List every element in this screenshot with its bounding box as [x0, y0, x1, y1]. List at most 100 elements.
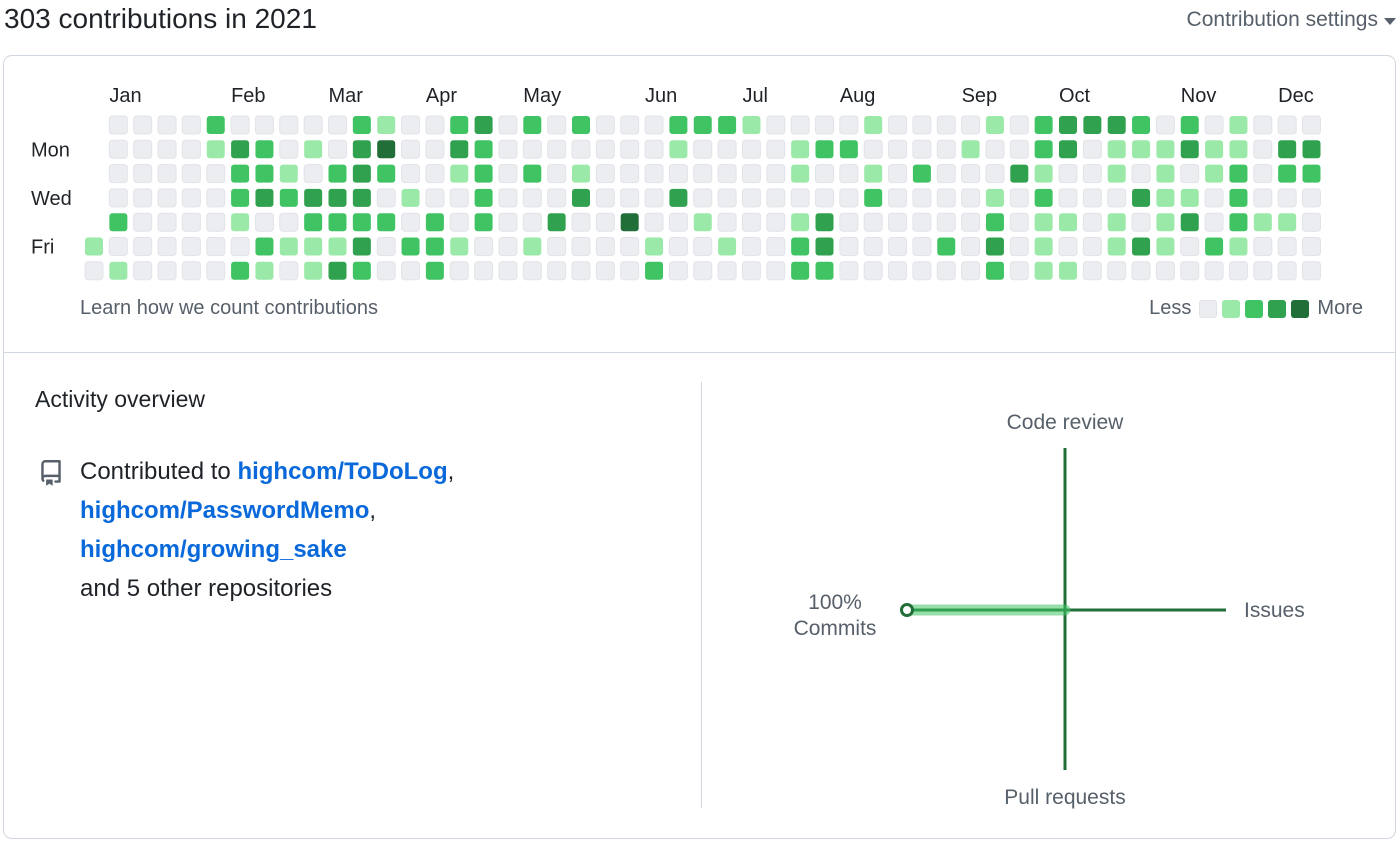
contribution-day-cell[interactable] [620, 188, 640, 208]
contribution-day-cell[interactable] [1253, 213, 1272, 232]
contribution-day-cell[interactable] [863, 212, 883, 232]
contribution-day-cell[interactable] [1132, 140, 1151, 159]
contribution-day-cell[interactable] [352, 213, 371, 232]
contribution-day-cell[interactable] [1302, 212, 1321, 232]
contribution-day-cell[interactable] [741, 188, 761, 208]
contribution-day-cell[interactable] [1277, 237, 1297, 256]
contribution-day-cell[interactable] [888, 115, 908, 135]
contribution-day-cell[interactable] [498, 212, 518, 232]
contribution-day-cell[interactable] [133, 261, 153, 281]
contribution-day-cell[interactable] [961, 261, 981, 281]
contribution-day-cell[interactable] [352, 164, 371, 183]
contribution-day-cell[interactable] [1278, 164, 1297, 183]
repo-link-todolog[interactable]: highcom/ToDoLog [237, 458, 448, 485]
contribution-day-cell[interactable] [547, 213, 566, 232]
contribution-day-cell[interactable] [693, 237, 713, 256]
contribution-day-cell[interactable] [1278, 140, 1297, 159]
contribution-day-cell[interactable] [936, 261, 956, 281]
contribution-day-cell[interactable] [595, 139, 615, 159]
contribution-day-cell[interactable] [1009, 188, 1029, 208]
contribution-day-cell[interactable] [376, 188, 396, 208]
contribution-day-cell[interactable] [864, 164, 883, 183]
contribution-day-cell[interactable] [157, 261, 177, 281]
contribution-day-cell[interactable] [985, 164, 1005, 184]
contribution-day-cell[interactable] [255, 261, 274, 280]
contribution-day-cell[interactable] [450, 116, 469, 134]
contribution-day-cell[interactable] [718, 237, 737, 256]
contribution-day-cell[interactable] [839, 212, 859, 232]
contribution-day-cell[interactable] [888, 237, 908, 256]
contribution-day-cell[interactable] [376, 261, 396, 281]
contribution-day-cell[interactable] [985, 116, 1004, 134]
contribution-day-cell[interactable] [1253, 139, 1273, 159]
contribution-day-cell[interactable] [376, 237, 396, 256]
contribution-day-cell[interactable] [328, 188, 347, 207]
contribution-day-cell[interactable] [839, 140, 858, 159]
contribution-day-cell[interactable] [1034, 237, 1053, 256]
contribution-day-cell[interactable] [717, 261, 737, 281]
contribution-day-cell[interactable] [109, 213, 128, 232]
contribution-day-cell[interactable] [547, 261, 567, 281]
contribution-day-cell[interactable] [839, 164, 859, 184]
contribution-day-cell[interactable] [352, 116, 371, 134]
contribution-day-cell[interactable] [279, 237, 298, 256]
contribution-day-cell[interactable] [693, 188, 713, 208]
contribution-day-cell[interactable] [231, 188, 250, 207]
contribution-day-cell[interactable] [839, 261, 859, 281]
contribution-day-cell[interactable] [815, 213, 834, 232]
contribution-day-cell[interactable] [1156, 237, 1175, 256]
contribution-day-cell[interactable] [498, 139, 518, 159]
contribution-day-cell[interactable] [1277, 261, 1297, 281]
contribution-day-cell[interactable] [571, 261, 591, 281]
contribution-day-cell[interactable] [157, 188, 177, 208]
contribution-day-cell[interactable] [693, 164, 713, 184]
repo-link-passwordmemo[interactable]: highcom/PasswordMemo [80, 497, 370, 524]
contribution-day-cell[interactable] [863, 237, 883, 256]
contribution-day-cell[interactable] [1180, 261, 1200, 281]
contribution-day-cell[interactable] [1229, 116, 1248, 134]
contribution-day-cell[interactable] [449, 212, 469, 232]
contribution-day-cell[interactable] [547, 115, 567, 135]
contribution-day-cell[interactable] [572, 164, 590, 183]
contribution-day-cell[interactable] [1180, 140, 1199, 159]
contribution-day-cell[interactable] [644, 139, 664, 159]
contribution-day-cell[interactable] [279, 261, 299, 281]
contribution-day-cell[interactable] [157, 115, 177, 135]
contribution-day-cell[interactable] [1132, 116, 1151, 134]
contribution-day-cell[interactable] [1205, 237, 1224, 256]
contribution-day-cell[interactable] [206, 261, 226, 281]
contribution-day-cell[interactable] [547, 188, 567, 208]
contribution-day-cell[interactable] [693, 139, 713, 159]
contribution-day-cell[interactable] [912, 188, 932, 208]
contribution-day-cell[interactable] [1180, 116, 1199, 134]
contribution-day-cell[interactable] [108, 188, 128, 208]
contribution-day-cell[interactable] [620, 261, 640, 281]
contribution-day-cell[interactable] [741, 164, 761, 184]
contribution-day-cell[interactable] [133, 139, 153, 159]
contribution-day-cell[interactable] [936, 164, 956, 184]
contribution-day-cell[interactable] [279, 164, 298, 183]
contribution-day-cell[interactable] [1107, 164, 1126, 183]
contribution-day-cell[interactable] [1156, 164, 1175, 183]
contribution-day-cell[interactable] [1131, 261, 1151, 281]
contribution-day-cell[interactable] [1058, 188, 1078, 208]
contribution-day-cell[interactable] [936, 188, 956, 208]
contribution-day-cell[interactable] [401, 139, 421, 159]
contribution-day-cell[interactable] [547, 164, 567, 184]
contribution-day-cell[interactable] [888, 212, 908, 232]
contribution-day-cell[interactable] [766, 139, 786, 159]
contribution-day-cell[interactable] [206, 237, 226, 256]
contribution-day-cell[interactable] [1082, 139, 1102, 159]
contribution-day-cell[interactable] [1302, 115, 1321, 135]
contribution-day-cell[interactable] [1205, 164, 1224, 183]
contribution-day-cell[interactable] [401, 115, 421, 135]
contribution-day-cell[interactable] [133, 237, 153, 256]
contribution-day-cell[interactable] [1059, 140, 1077, 159]
contribution-day-cell[interactable] [425, 213, 444, 232]
contribution-day-cell[interactable] [450, 140, 469, 159]
contribution-day-cell[interactable] [279, 212, 299, 232]
contribution-day-cell[interactable] [863, 261, 883, 281]
contribution-day-cell[interactable] [815, 188, 834, 208]
contribution-day-cell[interactable] [791, 237, 810, 256]
contribution-day-cell[interactable] [595, 115, 615, 135]
